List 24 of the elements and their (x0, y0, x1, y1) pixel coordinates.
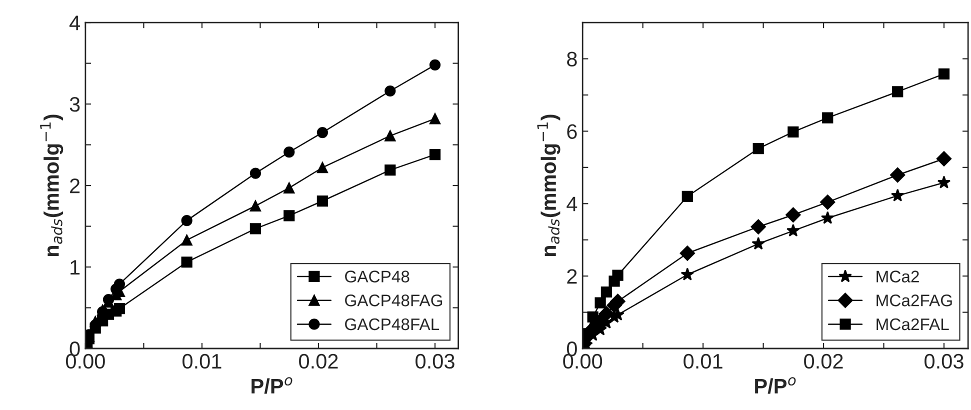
y-tick-label: 2 (567, 269, 577, 284)
y-tick-label: 4 (566, 196, 578, 212)
x-tick-label: 0.02 (804, 354, 843, 369)
x-tick-label: 0.03 (416, 354, 454, 369)
y-tick-label: 8 (567, 52, 577, 67)
y-tick-label: 4 (69, 16, 80, 30)
y-tick-label: 1 (70, 260, 80, 275)
x-tick-label: 0.01 (684, 354, 722, 369)
legend-label: GACP48FAG (345, 294, 442, 306)
legend-label: GACP48 (345, 270, 410, 282)
x-tick-label: 0.01 (182, 354, 222, 369)
y-tick-label: 6 (567, 124, 577, 139)
x-tick-label: 0.02 (299, 354, 338, 369)
legend-label: MCa2FAL (876, 318, 949, 330)
y-axis-title: n$_{ads}$(mmolg$^{−1}$) (537, 114, 560, 256)
x-axis-title: P/P$^{o}$ (252, 377, 292, 394)
x-axis-title: P/P$^{o}$ (755, 377, 796, 394)
legend-label: MCa2FAG (876, 294, 952, 306)
y-tick-label: 3 (70, 97, 80, 112)
legend-label: GACP48FAL (345, 318, 440, 330)
legend-label: MCa2 (876, 270, 919, 282)
x-tick-label: 0.03 (924, 354, 964, 369)
y-axis-title: n$_{ads}$(mmolg$^{−1}$) (40, 114, 64, 256)
y-tick-label: 2 (70, 178, 80, 194)
